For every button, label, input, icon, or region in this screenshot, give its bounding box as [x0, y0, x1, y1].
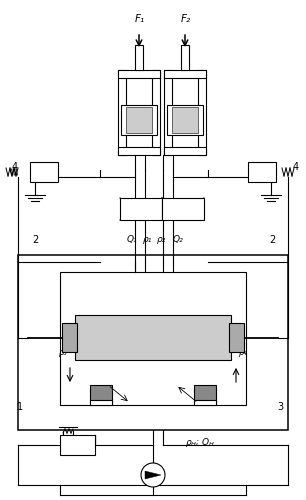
Text: ρ₁: ρ₁: [143, 235, 153, 244]
Bar: [167, 105, 203, 135]
Bar: [162, 198, 204, 220]
Polygon shape: [145, 471, 161, 479]
Circle shape: [141, 463, 165, 487]
Bar: [229, 323, 244, 352]
Text: 4: 4: [12, 162, 18, 172]
Text: F₁: F₁: [135, 14, 145, 24]
Bar: [121, 105, 157, 135]
Bar: [60, 272, 246, 405]
Bar: [18, 255, 288, 430]
Text: F₂: F₂: [181, 14, 191, 24]
Text: 2: 2: [32, 235, 38, 245]
Text: 3: 3: [277, 402, 283, 412]
Bar: [181, 45, 189, 70]
Bar: [90, 400, 112, 405]
Text: 2: 2: [269, 235, 275, 245]
Text: Q₂: Q₂: [173, 235, 183, 244]
Text: 4: 4: [293, 162, 299, 172]
Bar: [75, 315, 231, 360]
Bar: [120, 198, 162, 220]
Bar: [164, 70, 206, 78]
Text: ρ₃: ρ₃: [59, 348, 67, 357]
Bar: [60, 435, 95, 455]
Text: ρ₂: ρ₂: [157, 235, 167, 244]
Bar: [198, 70, 206, 155]
Bar: [118, 147, 160, 155]
Bar: [194, 400, 216, 405]
Bar: [62, 323, 77, 352]
Bar: [164, 70, 172, 155]
Bar: [90, 385, 112, 403]
Bar: [248, 162, 276, 182]
Bar: [194, 385, 216, 403]
Bar: [152, 70, 160, 155]
Bar: [30, 162, 58, 182]
Text: Q₁: Q₁: [127, 235, 137, 244]
Bar: [164, 147, 206, 155]
Bar: [126, 107, 152, 133]
Text: ρ₄: ρ₄: [239, 348, 247, 357]
Bar: [118, 70, 126, 155]
Bar: [118, 70, 160, 78]
Text: 1: 1: [17, 402, 23, 412]
Text: $\rho_H$; $Q_H$: $\rho_H$; $Q_H$: [185, 436, 215, 449]
Bar: [28, 262, 278, 420]
Bar: [172, 107, 198, 133]
Bar: [135, 45, 143, 70]
